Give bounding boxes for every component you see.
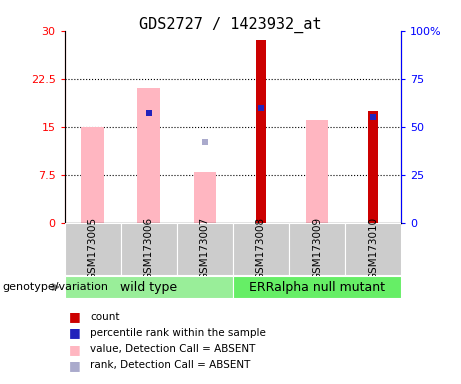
Bar [306,120,328,223]
Text: genotype/variation: genotype/variation [2,282,108,292]
Bar [177,223,233,275]
Text: percentile rank within the sample: percentile rank within the sample [90,328,266,338]
Bar [256,40,266,223]
Bar [368,111,378,223]
Text: ■: ■ [69,310,81,323]
Bar [65,276,233,298]
Text: GDS2727 / 1423932_at: GDS2727 / 1423932_at [139,17,322,33]
Text: ERRalpha null mutant: ERRalpha null mutant [249,281,385,293]
Bar [82,127,104,223]
Bar [65,223,121,275]
Bar [233,223,289,275]
Text: rank, Detection Call = ABSENT: rank, Detection Call = ABSENT [90,360,250,370]
Text: ■: ■ [69,343,81,356]
Text: GSM173005: GSM173005 [88,217,98,280]
Text: GSM173007: GSM173007 [200,217,210,280]
Bar [137,88,160,223]
Bar [194,172,216,223]
Text: wild type: wild type [120,281,177,293]
Text: GSM173009: GSM173009 [312,217,322,280]
Text: ■: ■ [69,326,81,339]
Bar [233,276,401,298]
Text: ■: ■ [69,359,81,372]
Bar [289,223,345,275]
Text: count: count [90,312,119,322]
Bar [345,223,401,275]
Text: GSM173006: GSM173006 [144,217,154,280]
Text: value, Detection Call = ABSENT: value, Detection Call = ABSENT [90,344,255,354]
Bar [121,223,177,275]
Text: GSM173010: GSM173010 [368,217,378,280]
Text: GSM173008: GSM173008 [256,217,266,280]
